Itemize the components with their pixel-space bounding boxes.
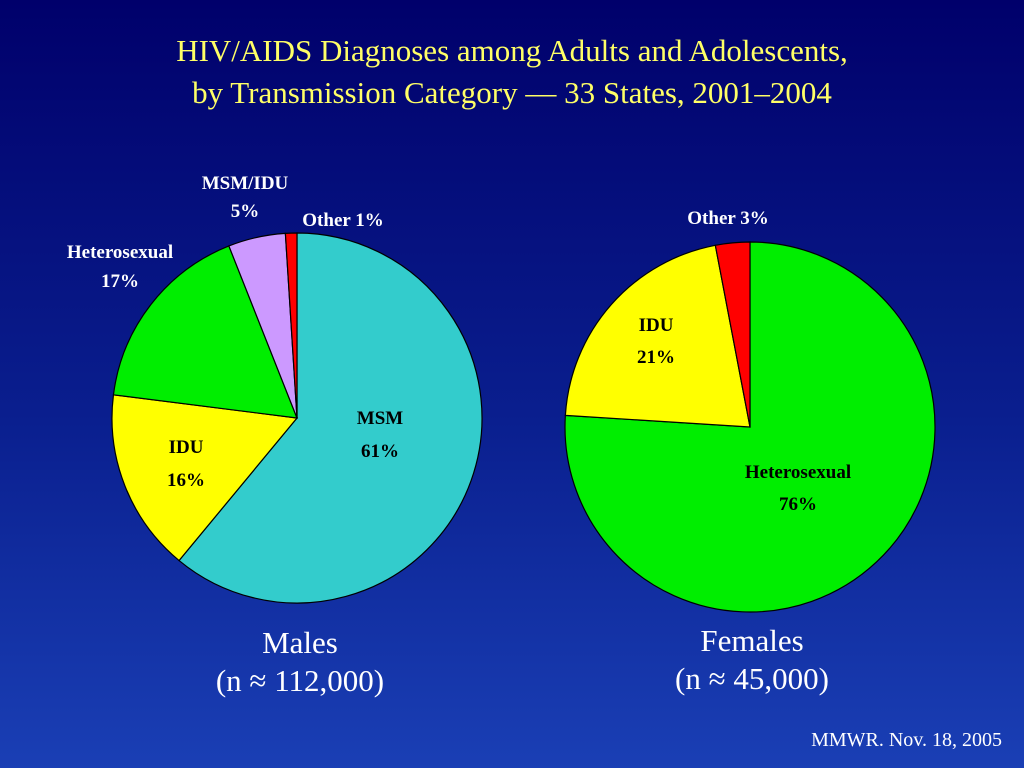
caption-males-name: Males [262,625,338,660]
label-females-idu-name: IDU [639,315,674,336]
pie-slice-males-heterosexual [112,245,298,419]
pie-slice-females-idu [564,244,751,428]
pie-slice-females-other [714,241,751,428]
label-males-hetero-name: Heterosexual [67,242,173,263]
label-males-msmidu-name: MSM/IDU [202,173,289,194]
pie-slice-females-heterosexual [564,241,936,613]
label-males-msm-pct: 61% [361,441,399,462]
title-line-1: HIV/AIDS Diagnoses among Adults and Adol… [176,33,848,68]
label-females-hetero-pct: 76% [779,494,817,515]
pie-slice-males-idu [111,394,299,562]
caption-females: Females (n ≈ 45,000) [602,622,902,698]
label-males-idu-pct: 16% [167,470,205,491]
label-females-other: Other 3% [687,208,768,229]
title-line-2: by Transmission Category — 33 States, 20… [192,75,832,110]
caption-females-name: Females [700,623,804,658]
caption-males-n: (n ≈ 112,000) [215,663,385,698]
caption-males: Males (n ≈ 112,000) [150,624,450,700]
source-citation: MMWR. Nov. 18, 2005 [811,729,1002,751]
caption-females-n: (n ≈ 45,000) [675,661,829,696]
pie-chart-males [111,232,483,604]
pie-slice-males-msm [178,232,483,604]
pie-chart-females [564,241,936,613]
label-males-msmidu-pct: 5% [231,201,260,222]
label-females-idu-pct: 21% [637,347,675,368]
label-males-hetero-pct: 17% [101,271,139,292]
label-males-idu-name: IDU [169,437,204,458]
pie-slice-males-other [284,232,298,419]
label-males-msm-name: MSM [357,408,404,429]
label-males-other: Other 1% [302,210,383,231]
slide-title: HIV/AIDS Diagnoses among Adults and Adol… [0,30,1024,114]
label-females-hetero-name: Heterosexual [745,462,851,483]
